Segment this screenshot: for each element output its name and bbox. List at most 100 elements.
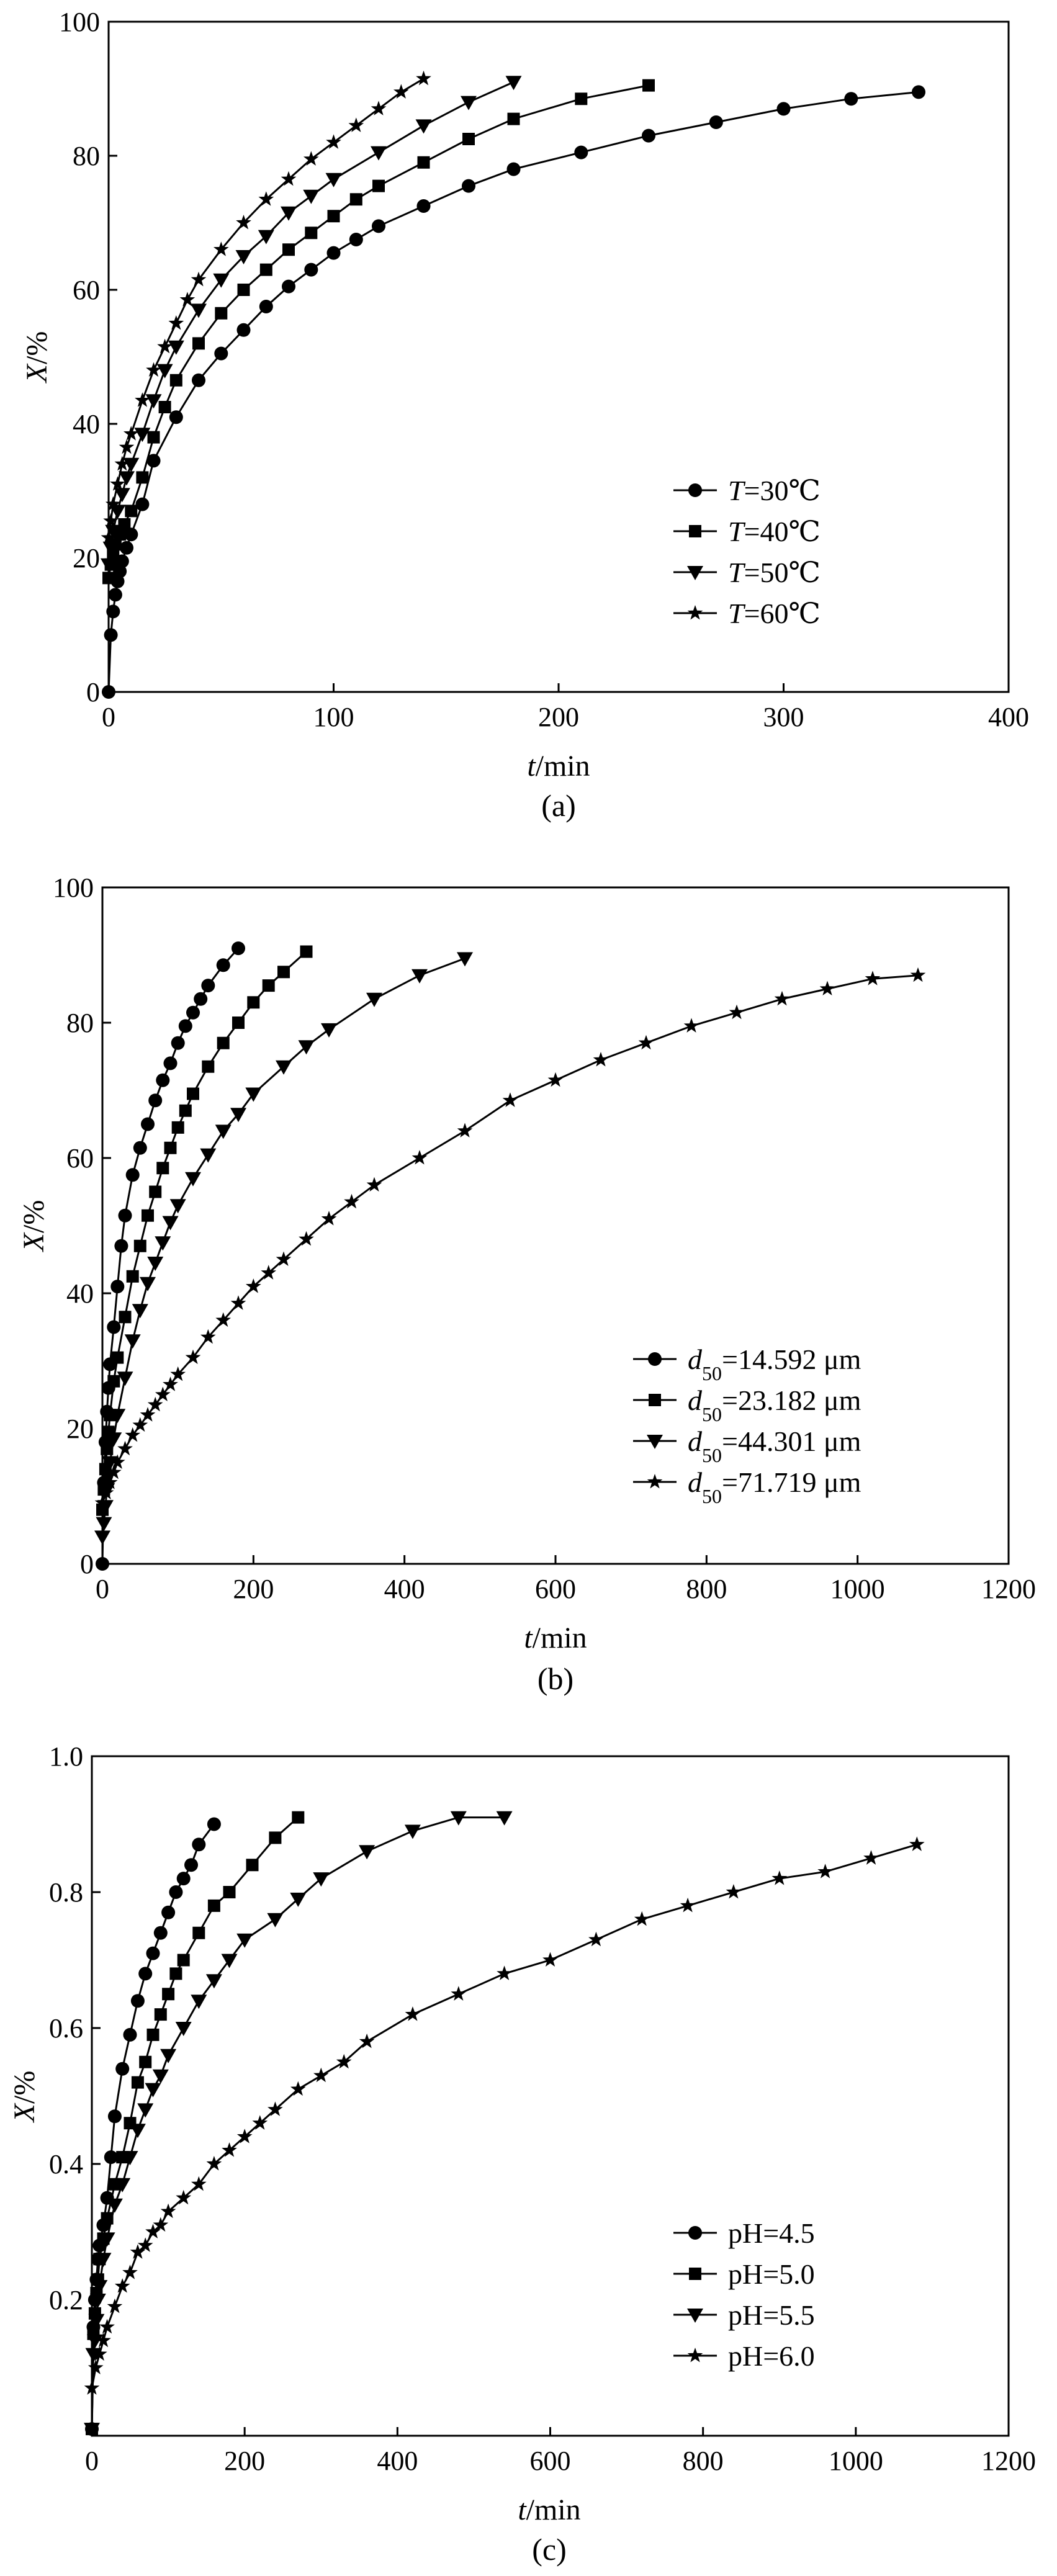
series-square xyxy=(96,945,313,1516)
data-point xyxy=(130,1994,145,2008)
x-tick-label: 400 xyxy=(384,1574,425,1604)
data-point xyxy=(201,979,215,993)
panel-caption: (c) xyxy=(532,2532,567,2567)
data-point xyxy=(104,2150,118,2165)
data-point xyxy=(214,346,228,361)
x-tick-label: 0 xyxy=(102,702,115,732)
legend-label: pH=5.5 xyxy=(728,2299,815,2331)
legend-entry: pH=6.0 xyxy=(673,2340,815,2372)
data-point xyxy=(136,471,149,484)
data-point xyxy=(776,102,791,116)
data-point xyxy=(125,1168,140,1182)
data-point xyxy=(154,2008,167,2021)
legend-marker xyxy=(688,2226,703,2240)
data-point xyxy=(139,2055,152,2068)
y-tick-label: 0.6 xyxy=(49,2013,83,2044)
legend-entry: T=60℃ xyxy=(673,598,821,629)
y-tick-label: 80 xyxy=(66,1008,94,1038)
data-point xyxy=(192,337,205,350)
x-axis-label-unit: /min xyxy=(526,2493,581,2526)
series-square xyxy=(102,79,655,585)
x-axis-label-var: t xyxy=(518,2493,527,2526)
data-point xyxy=(114,1239,128,1253)
y-tick-label: 40 xyxy=(66,1278,94,1309)
series-circle xyxy=(96,941,246,1571)
data-point xyxy=(106,604,120,619)
data-point xyxy=(163,1056,178,1070)
data-point xyxy=(207,1899,220,1912)
data-point xyxy=(349,193,362,206)
data-point xyxy=(177,1954,190,1967)
legend-label: T=50℃ xyxy=(728,557,821,588)
axis-ticks: 0 200 400 600 800 1000 1200 0.2 0.4 0.6 0.8 1.0 xyxy=(49,1741,1036,2476)
data-point xyxy=(186,1005,200,1020)
data-point xyxy=(202,1060,215,1073)
data-point xyxy=(217,1036,230,1049)
data-point xyxy=(135,497,150,511)
data-point xyxy=(104,628,118,642)
data-point xyxy=(232,1016,245,1029)
data-point xyxy=(169,1967,182,1980)
data-point xyxy=(192,1926,205,1939)
y-axis-label: X/% xyxy=(8,2071,41,2124)
data-point xyxy=(102,572,115,585)
x-tick-label: 1200 xyxy=(981,2446,1036,2476)
data-point xyxy=(709,115,723,129)
data-point xyxy=(169,1885,183,1899)
data-point xyxy=(176,1872,191,1886)
y-tick-label: 60 xyxy=(73,275,100,305)
legend: pH=4.5 pH=5.0 pH=5.5 pH=6.0 xyxy=(673,2217,815,2372)
data-point xyxy=(107,1320,121,1334)
data-point xyxy=(215,307,228,320)
series-star xyxy=(94,967,926,1510)
data-point xyxy=(417,156,430,169)
data-point xyxy=(292,1811,305,1824)
data-point xyxy=(282,279,296,294)
data-point xyxy=(179,1104,192,1117)
series-triangle-down xyxy=(84,1811,513,2438)
data-point xyxy=(642,79,655,92)
y-tick-label: 20 xyxy=(73,543,100,573)
data-point xyxy=(133,1141,147,1155)
y-tick-label: 0.4 xyxy=(49,2149,83,2179)
x-tick-label: 800 xyxy=(683,2446,724,2476)
x-tick-label: 1000 xyxy=(829,2446,883,2476)
data-point xyxy=(119,1311,132,1324)
x-axis-label-unit: /min xyxy=(536,750,590,783)
data-point xyxy=(462,133,475,145)
legend-entry: pH=5.0 xyxy=(673,2258,815,2290)
legend-label: pH=6.0 xyxy=(728,2340,815,2372)
data-point xyxy=(326,246,341,260)
legend-label: d50=71.719 μm xyxy=(688,1466,861,1507)
data-point xyxy=(844,92,858,106)
data-point xyxy=(507,112,520,125)
legend-entry: d50=44.301 μm xyxy=(633,1425,861,1466)
data-point xyxy=(147,431,160,444)
series-circle xyxy=(85,1817,221,2436)
panel-caption: (b) xyxy=(537,1661,573,1696)
data-point xyxy=(216,958,230,972)
y-tick-label: 1.0 xyxy=(49,1741,83,1772)
data-point xyxy=(115,2062,130,2076)
data-point xyxy=(236,323,251,337)
data-point xyxy=(300,945,313,958)
legend-marker xyxy=(689,525,701,537)
legend-entry: d50=71.719 μm xyxy=(633,1466,861,1507)
y-axis-label: X/% xyxy=(20,331,53,384)
data-point xyxy=(237,284,250,296)
legend-entry: T=50℃ xyxy=(673,557,821,588)
x-tick-label: 200 xyxy=(224,2446,265,2476)
data-point xyxy=(108,588,122,602)
data-point xyxy=(207,1817,221,1831)
legend-entry: pH=5.5 xyxy=(673,2299,815,2331)
legend-label: pH=5.0 xyxy=(728,2258,815,2290)
x-tick-label: 0 xyxy=(96,1574,109,1604)
y-tick-label: 0.2 xyxy=(49,2285,83,2315)
legend-marker xyxy=(689,2268,701,2280)
data-point xyxy=(575,92,588,105)
series-line xyxy=(91,1816,505,2430)
data-point xyxy=(232,941,246,956)
data-point xyxy=(126,1270,139,1283)
